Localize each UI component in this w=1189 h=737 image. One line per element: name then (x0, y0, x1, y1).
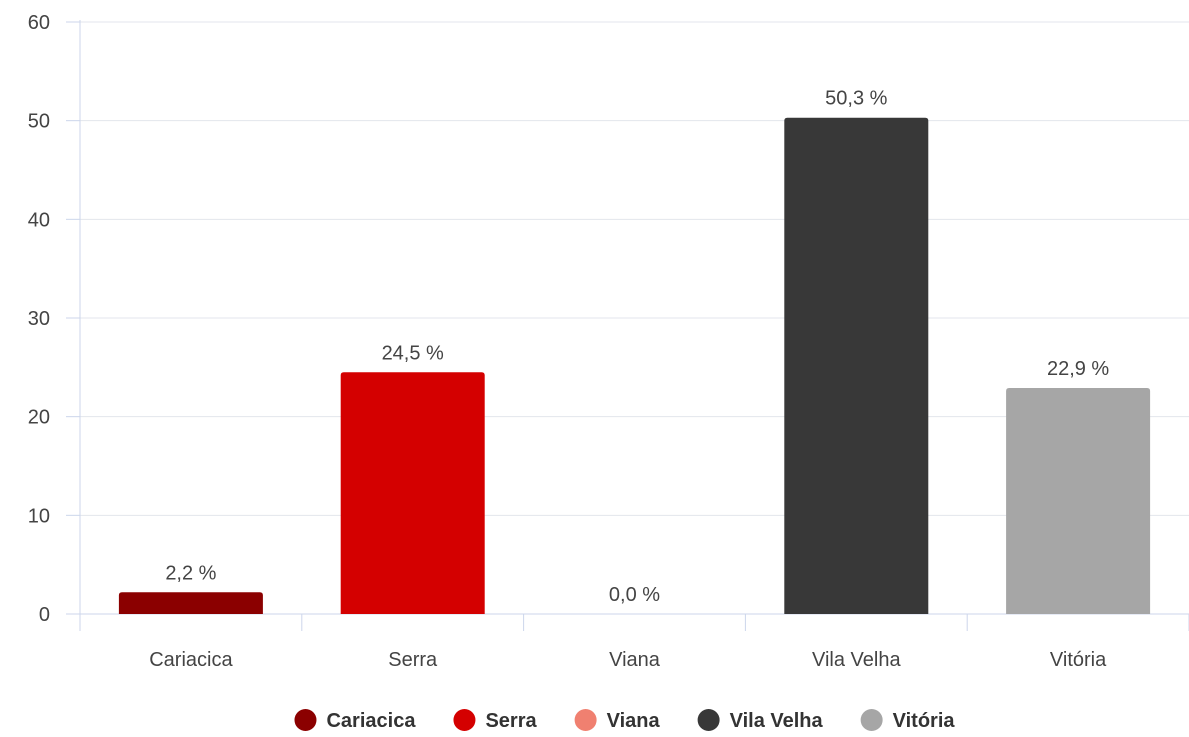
legend-item-vitoria[interactable]: Vitória (860, 709, 956, 732)
legend-label-cariacica: Cariacica (326, 710, 416, 732)
legend-label-viana: Viana (607, 710, 661, 732)
legend-label-vila-velha: Vila Velha (730, 710, 824, 732)
data-label-vitoria: 22,9 % (1047, 358, 1109, 380)
x-tick-label-viana: Viana (609, 649, 661, 671)
bar-serra[interactable] (340, 372, 485, 614)
x-tick-label-vitoria: Vitória (1050, 649, 1107, 671)
data-label-cariacica: 2,2 % (165, 562, 216, 584)
data-label-serra: 24,5 % (382, 342, 444, 364)
legend-marker-vila-velha (697, 709, 720, 731)
y-axis-tick-labels: 0 10 20 30 40 50 60 (28, 12, 50, 626)
legend-item-cariacica[interactable]: Cariacica (294, 709, 416, 732)
bar-vila-velha[interactable] (784, 117, 929, 614)
bars (118, 117, 1151, 614)
y-tick-label: 10 (28, 505, 50, 527)
x-tick-label-vila-velha: Vila Velha (812, 649, 901, 671)
y-tick-label: 0 (39, 604, 50, 626)
legend-label-vitoria: Vitória (893, 710, 956, 732)
legend-label-serra: Serra (485, 710, 537, 732)
data-label-vila-velha: 50,3 % (825, 88, 887, 110)
bar-vitoria[interactable] (1006, 388, 1151, 614)
legend-marker-vitoria (860, 709, 883, 731)
data-labels: 2,2 % 24,5 % 0,0 % 50,3 % 22,9 % (165, 88, 1109, 606)
legend-item-serra[interactable]: Serra (453, 709, 537, 732)
y-tick-label: 30 (28, 308, 50, 330)
legend-marker-serra (453, 709, 476, 731)
bar-cariacica[interactable] (118, 592, 263, 614)
x-tick-label-cariacica: Cariacica (149, 649, 233, 671)
x-axis-tick-labels: Cariacica Serra Viana Vila Velha Vitória (149, 649, 1107, 671)
legend-item-vila-velha[interactable]: Vila Velha (697, 709, 824, 732)
y-tick-label: 50 (28, 111, 50, 133)
y-tick-label: 60 (28, 12, 50, 34)
x-tick-label-serra: Serra (388, 649, 438, 671)
legend-marker-cariacica (294, 709, 317, 731)
grid-lines (80, 21, 1189, 516)
legend-marker-viana (574, 709, 597, 731)
legend: Cariacica Serra Viana Vila Velha Vitória (294, 709, 955, 732)
legend-item-viana[interactable]: Viana (574, 709, 661, 732)
data-label-viana: 0,0 % (609, 584, 660, 606)
axes (66, 20, 1189, 631)
y-tick-label: 40 (28, 209, 50, 231)
y-tick-label: 20 (28, 407, 50, 429)
